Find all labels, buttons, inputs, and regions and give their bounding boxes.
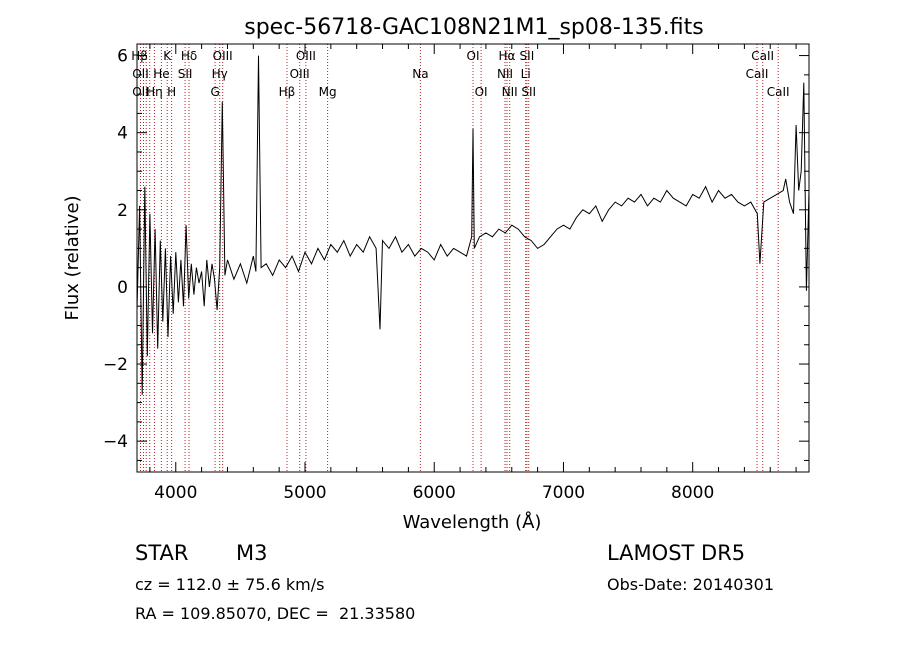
y-tick-label-2: 0 (117, 278, 128, 298)
x-tick-label-0: 4000 (154, 483, 197, 503)
y-tick-label-3: 2 (117, 201, 128, 221)
sky-coordinates: RA = 109.85070, DEC = 21.33580 (135, 604, 416, 623)
line-label-27: CaII (767, 85, 790, 99)
line-label-13: OIII (290, 67, 310, 81)
line-label-11: SII (178, 67, 193, 81)
line-label-3: OIII (213, 49, 233, 63)
survey-name: LAMOST DR5 (607, 541, 746, 565)
chart-title: spec-56718-GAC108N21M1_sp08-135.fits (244, 15, 704, 40)
line-label-4: OIII (296, 49, 316, 63)
object-subclass: M3 (236, 541, 268, 565)
y-axis-ticks: −4 −2 0 2 4 6 (103, 47, 809, 461)
y-axis-label: Flux (relative) (62, 195, 83, 320)
x-axis-ticks: 4000 5000 6000 7000 8000 (149, 44, 797, 503)
spectral-line-labels: Hβ K Hδ OIII OIII OI Hα SII CaII OII He SII Hγ OIII Na… (131, 49, 789, 99)
line-label-19: Hη (146, 85, 163, 99)
line-label-21: G (210, 85, 219, 99)
line-label-23: Mg (319, 85, 337, 99)
y-tick-label-0: −4 (103, 432, 128, 452)
line-label-18: OII (132, 85, 149, 99)
line-label-16: Li (521, 67, 531, 81)
line-label-17: CaII (746, 67, 769, 81)
line-label-6: Hα (499, 49, 516, 63)
y-tick-label-1: −2 (103, 355, 128, 375)
line-label-12: Hγ (212, 67, 228, 81)
line-label-2: Hδ (181, 49, 197, 63)
spectrum-line-0 (136, 55, 810, 395)
line-label-10: He (153, 67, 169, 81)
line-label-8: CaII (751, 49, 774, 63)
line-label-22: Hβ (279, 85, 296, 99)
y-tick-label-5: 6 (117, 47, 128, 67)
spectrum-series (136, 55, 810, 395)
observation-date: Obs-Date: 20140301 (607, 575, 775, 594)
x-tick-label-4: 8000 (671, 483, 714, 503)
x-tick-label-2: 6000 (413, 483, 456, 503)
x-axis-label: Wavelength (Å) (403, 511, 542, 533)
plot-frame (136, 43, 810, 473)
line-label-25: NII (502, 85, 518, 99)
line-label-7: SII (520, 49, 535, 63)
line-label-1: K (163, 49, 172, 63)
line-label-5: OI (467, 49, 480, 63)
line-label-26: SII (521, 85, 536, 99)
line-label-24: OI (475, 85, 488, 99)
x-tick-label-3: 7000 (542, 483, 585, 503)
x-tick-label-1: 5000 (283, 483, 326, 503)
spectral-line-markers (140, 44, 779, 472)
line-label-9: OII (132, 67, 149, 81)
line-label-14: Na (412, 67, 428, 81)
line-label-20: H (167, 85, 176, 99)
line-label-15: NII (497, 67, 513, 81)
redshift-cz: cz = 112.0 ± 75.6 km/s (135, 575, 325, 594)
y-tick-label-4: 4 (117, 124, 128, 144)
object-type: STAR (135, 541, 189, 565)
